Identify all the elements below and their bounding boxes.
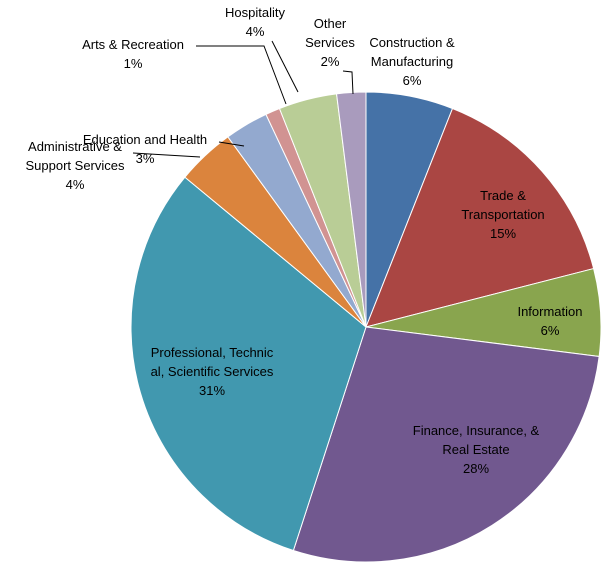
value-label: 6% (403, 73, 422, 88)
value-label: 28% (463, 461, 489, 476)
slice-label: Education and Health (83, 132, 207, 147)
value-label: 6% (541, 323, 560, 338)
pie-slice (335, 91, 367, 328)
slice-label: Hospitality (225, 5, 285, 20)
value-label: 4% (246, 24, 265, 39)
value-label: 15% (490, 226, 516, 241)
pie-slice (292, 326, 600, 563)
value-label: 3% (136, 151, 155, 166)
slice-label: Arts & Recreation (82, 37, 184, 52)
value-label: 2% (321, 54, 340, 69)
leader-line (132, 152, 201, 158)
value-label: 1% (124, 56, 143, 71)
leader-lines (132, 40, 354, 158)
value-label: 31% (199, 383, 225, 398)
pie (130, 91, 602, 563)
leader-line (218, 141, 245, 147)
slice-label: Administrative & Support Services (26, 139, 125, 173)
leader-line (196, 45, 287, 105)
slice-label: Information (517, 304, 582, 319)
slice-label: Other Services (305, 16, 355, 50)
leader-line (342, 70, 354, 95)
slice-label: Construction & Manufacturing (369, 35, 455, 69)
pie-slice (365, 107, 595, 328)
slice-label: Professional, Technic al, Scientific Serv… (151, 345, 274, 379)
pie-slice (130, 176, 367, 552)
slice-label: Finance, Insurance, & Real Estate (413, 423, 540, 457)
value-label: 4% (66, 177, 85, 192)
slice-label: Trade & Transportation (461, 188, 544, 222)
leader-line (271, 40, 299, 93)
